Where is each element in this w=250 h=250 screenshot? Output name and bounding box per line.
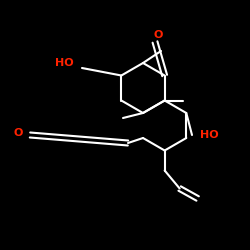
Text: HO: HO [200,130,218,140]
Text: O: O [153,30,163,40]
Text: HO: HO [56,58,74,68]
Text: O: O [13,128,23,138]
